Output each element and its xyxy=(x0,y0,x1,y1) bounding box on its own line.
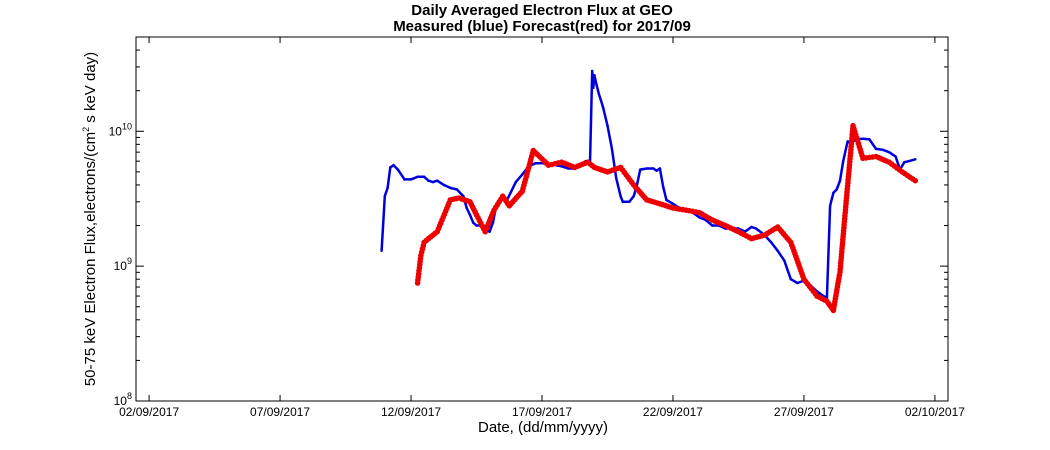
x-tick-label: 12/09/2017 xyxy=(381,405,441,419)
measured-line-segment xyxy=(743,225,753,233)
measured-line-segment xyxy=(828,191,835,208)
measured-line-segment xyxy=(601,106,609,127)
measured-line-segment xyxy=(887,150,897,158)
y-tick-label: 1010 xyxy=(109,121,132,138)
measured-line-segment xyxy=(841,140,849,163)
measured-line-segment xyxy=(835,179,842,191)
y-axis-label-suffix: s keV day) xyxy=(82,52,99,127)
chart-title: Daily Averaged Electron Flux at GEO xyxy=(411,2,673,19)
measured-line-segment xyxy=(868,138,878,151)
measured-line-segment xyxy=(593,74,598,87)
y-axis-label: 50-75 keV Electron Flux,electrons/(cm2 s… xyxy=(81,52,99,386)
measured-line-segment xyxy=(606,124,614,150)
plot-area xyxy=(136,37,948,401)
plot-background xyxy=(136,37,948,401)
y-axis-label-prefix: 50-75 keV Electron Flux,electrons/(cm xyxy=(82,132,99,386)
measured-line-segment xyxy=(386,166,392,190)
measured-line-segment xyxy=(435,179,446,187)
measured-line-segment xyxy=(383,186,389,198)
measured-line-segment xyxy=(595,83,601,95)
measured-line-segment xyxy=(825,204,832,300)
measured-line-segment xyxy=(789,277,799,285)
measured-line-segment xyxy=(514,173,524,184)
y-tick-label: 108 xyxy=(114,391,132,408)
measured-line-segment xyxy=(665,198,675,206)
measured-line-segment xyxy=(658,167,665,188)
x-tick-label: 02/09/2017 xyxy=(119,405,179,419)
x-tick-label: 02/10/2017 xyxy=(905,405,965,419)
y-tick-label: 109 xyxy=(114,256,132,273)
measured-line-segment xyxy=(907,158,917,163)
measured-line-segment xyxy=(635,168,642,187)
series-layer xyxy=(380,69,919,314)
measured-line-segment xyxy=(488,221,495,233)
measured-line-segment xyxy=(465,206,472,217)
measured-line-segment xyxy=(776,249,786,262)
measured-line-segment xyxy=(380,194,387,253)
series-forecast xyxy=(414,122,919,314)
measured-line-segment xyxy=(610,146,618,180)
measured-line-segment xyxy=(588,69,594,165)
x-tick-label: 27/09/2017 xyxy=(774,405,834,419)
axes-layer: 02/09/2017 07/09/2017 12/09/2017 17/09/2017… xyxy=(109,36,965,419)
measured-line-segment xyxy=(783,259,793,281)
x-tick-label: 07/09/2017 xyxy=(250,405,310,419)
measured-line-segment xyxy=(396,168,406,181)
measured-line-segment xyxy=(455,188,465,198)
x-tick-label: 22/09/2017 xyxy=(643,405,703,419)
measured-line-segment xyxy=(815,290,825,298)
forecast-point xyxy=(912,177,919,184)
measured-line-segment xyxy=(505,180,518,202)
measured-line-segment xyxy=(468,213,475,224)
measured-line-segment xyxy=(599,98,605,109)
measured-line-segment xyxy=(614,176,622,198)
series-measured xyxy=(380,69,917,300)
chart-subtitle: Measured (blue) Forecast(red) for 2017/0… xyxy=(393,18,691,35)
measured-line-segment xyxy=(661,185,668,202)
measured-line-segment xyxy=(769,241,779,253)
measured-line-segment xyxy=(838,159,845,182)
measured-line-segment xyxy=(704,218,714,227)
x-tick-label: 17/09/2017 xyxy=(512,405,572,419)
y-axis-label-superscript: 2 xyxy=(81,127,91,132)
x-axis-label: Date, (dd/mm/yyyy) xyxy=(478,419,608,436)
